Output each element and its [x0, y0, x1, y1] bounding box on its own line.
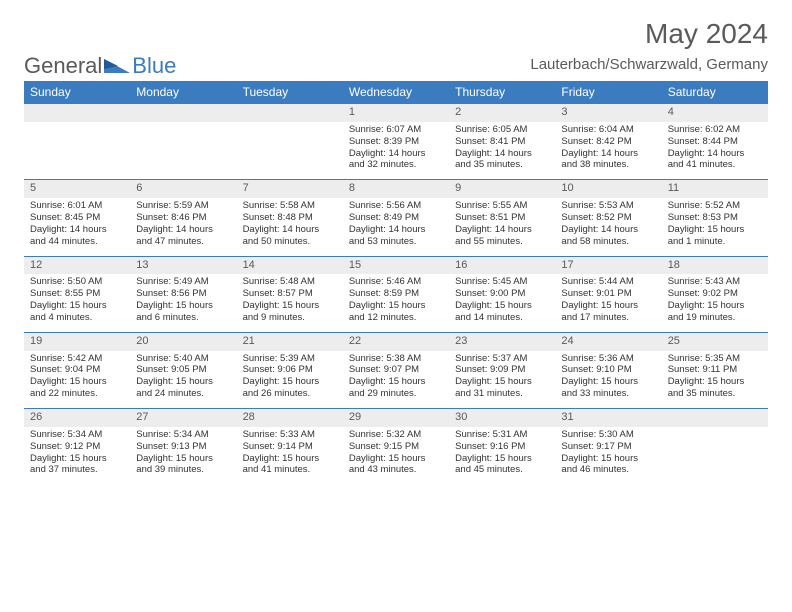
day-cell: [662, 427, 768, 485]
day-cell: Sunrise: 5:44 AM Sunset: 9:01 PM Dayligh…: [555, 274, 661, 332]
day-cell: [24, 122, 130, 180]
day-cell: Sunrise: 5:46 AM Sunset: 8:59 PM Dayligh…: [343, 274, 449, 332]
day-cell: Sunrise: 5:35 AM Sunset: 9:11 PM Dayligh…: [662, 351, 768, 409]
day-cell: Sunrise: 6:04 AM Sunset: 8:42 PM Dayligh…: [555, 122, 661, 180]
day-cell: Sunrise: 5:30 AM Sunset: 9:17 PM Dayligh…: [555, 427, 661, 485]
day-cell: Sunrise: 5:39 AM Sunset: 9:06 PM Dayligh…: [237, 351, 343, 409]
day-number: 1: [343, 104, 449, 122]
day-number: 29: [343, 409, 449, 427]
logo-flag-icon: [104, 55, 130, 78]
day-cell: Sunrise: 5:55 AM Sunset: 8:51 PM Dayligh…: [449, 198, 555, 256]
day-cell: [237, 122, 343, 180]
day-number: 15: [343, 256, 449, 274]
day-number: 4: [662, 104, 768, 122]
weekday-header: Friday: [555, 81, 661, 104]
location-label: Lauterbach/Schwarzwald, Germany: [530, 56, 768, 73]
weekday-header: Monday: [130, 81, 236, 104]
info-row: Sunrise: 5:34 AM Sunset: 9:12 PM Dayligh…: [24, 427, 768, 485]
day-cell: Sunrise: 5:33 AM Sunset: 9:14 PM Dayligh…: [237, 427, 343, 485]
day-cell: [130, 122, 236, 180]
day-cell: Sunrise: 5:34 AM Sunset: 9:13 PM Dayligh…: [130, 427, 236, 485]
day-cell: Sunrise: 5:42 AM Sunset: 9:04 PM Dayligh…: [24, 351, 130, 409]
calendar-table: Sunday Monday Tuesday Wednesday Thursday…: [24, 81, 768, 485]
day-cell: Sunrise: 5:59 AM Sunset: 8:46 PM Dayligh…: [130, 198, 236, 256]
day-cell: Sunrise: 5:45 AM Sunset: 9:00 PM Dayligh…: [449, 274, 555, 332]
day-number: 5: [24, 180, 130, 198]
day-number: 20: [130, 332, 236, 350]
day-number: [662, 409, 768, 427]
day-cell: Sunrise: 5:53 AM Sunset: 8:52 PM Dayligh…: [555, 198, 661, 256]
day-number: 26: [24, 409, 130, 427]
day-cell: Sunrise: 5:43 AM Sunset: 9:02 PM Dayligh…: [662, 274, 768, 332]
daynum-row: 1234: [24, 104, 768, 122]
info-row: Sunrise: 5:42 AM Sunset: 9:04 PM Dayligh…: [24, 351, 768, 409]
day-number: 6: [130, 180, 236, 198]
daynum-row: 19202122232425: [24, 332, 768, 350]
day-cell: Sunrise: 5:36 AM Sunset: 9:10 PM Dayligh…: [555, 351, 661, 409]
day-number: 30: [449, 409, 555, 427]
day-cell: Sunrise: 5:40 AM Sunset: 9:05 PM Dayligh…: [130, 351, 236, 409]
day-number: 10: [555, 180, 661, 198]
day-number: 25: [662, 332, 768, 350]
day-number: 23: [449, 332, 555, 350]
title-block: May 2024 Lauterbach/Schwarzwald, Germany: [530, 18, 768, 79]
weekday-header: Thursday: [449, 81, 555, 104]
brand-general: General: [24, 53, 102, 79]
day-cell: Sunrise: 6:02 AM Sunset: 8:44 PM Dayligh…: [662, 122, 768, 180]
day-cell: Sunrise: 5:31 AM Sunset: 9:16 PM Dayligh…: [449, 427, 555, 485]
day-number: 8: [343, 180, 449, 198]
day-number: 3: [555, 104, 661, 122]
day-number: [237, 104, 343, 122]
weekday-header-row: Sunday Monday Tuesday Wednesday Thursday…: [24, 81, 768, 104]
day-number: 22: [343, 332, 449, 350]
day-number: 16: [449, 256, 555, 274]
info-row: Sunrise: 6:07 AM Sunset: 8:39 PM Dayligh…: [24, 122, 768, 180]
day-number: 21: [237, 332, 343, 350]
day-number: 13: [130, 256, 236, 274]
day-number: 2: [449, 104, 555, 122]
info-row: Sunrise: 6:01 AM Sunset: 8:45 PM Dayligh…: [24, 198, 768, 256]
day-number: 17: [555, 256, 661, 274]
day-cell: Sunrise: 5:52 AM Sunset: 8:53 PM Dayligh…: [662, 198, 768, 256]
day-number: 11: [662, 180, 768, 198]
daynum-row: 12131415161718: [24, 256, 768, 274]
day-cell: Sunrise: 5:56 AM Sunset: 8:49 PM Dayligh…: [343, 198, 449, 256]
day-cell: Sunrise: 5:37 AM Sunset: 9:09 PM Dayligh…: [449, 351, 555, 409]
day-number: 9: [449, 180, 555, 198]
day-cell: Sunrise: 6:05 AM Sunset: 8:41 PM Dayligh…: [449, 122, 555, 180]
day-cell: Sunrise: 6:01 AM Sunset: 8:45 PM Dayligh…: [24, 198, 130, 256]
day-number: 27: [130, 409, 236, 427]
weekday-header: Tuesday: [237, 81, 343, 104]
day-number: 24: [555, 332, 661, 350]
day-cell: Sunrise: 6:07 AM Sunset: 8:39 PM Dayligh…: [343, 122, 449, 180]
day-cell: Sunrise: 5:38 AM Sunset: 9:07 PM Dayligh…: [343, 351, 449, 409]
header: General Blue May 2024 Lauterbach/Schwarz…: [24, 18, 768, 79]
daynum-row: 262728293031: [24, 409, 768, 427]
day-number: [24, 104, 130, 122]
day-number: 19: [24, 332, 130, 350]
weekday-header: Sunday: [24, 81, 130, 104]
brand-blue: Blue: [132, 53, 176, 79]
brand-logo: General Blue: [24, 53, 176, 79]
daynum-row: 567891011: [24, 180, 768, 198]
day-number: 12: [24, 256, 130, 274]
day-cell: Sunrise: 5:49 AM Sunset: 8:56 PM Dayligh…: [130, 274, 236, 332]
weekday-header: Saturday: [662, 81, 768, 104]
day-number: 7: [237, 180, 343, 198]
day-number: [130, 104, 236, 122]
day-number: 18: [662, 256, 768, 274]
day-cell: Sunrise: 5:34 AM Sunset: 9:12 PM Dayligh…: [24, 427, 130, 485]
day-cell: Sunrise: 5:58 AM Sunset: 8:48 PM Dayligh…: [237, 198, 343, 256]
day-cell: Sunrise: 5:32 AM Sunset: 9:15 PM Dayligh…: [343, 427, 449, 485]
info-row: Sunrise: 5:50 AM Sunset: 8:55 PM Dayligh…: [24, 274, 768, 332]
day-number: 31: [555, 409, 661, 427]
day-number: 28: [237, 409, 343, 427]
page-title: May 2024: [530, 18, 768, 50]
day-number: 14: [237, 256, 343, 274]
weekday-header: Wednesday: [343, 81, 449, 104]
day-cell: Sunrise: 5:50 AM Sunset: 8:55 PM Dayligh…: [24, 274, 130, 332]
day-cell: Sunrise: 5:48 AM Sunset: 8:57 PM Dayligh…: [237, 274, 343, 332]
